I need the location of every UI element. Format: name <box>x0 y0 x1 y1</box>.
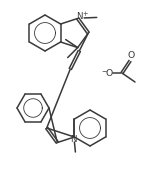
Text: −: − <box>101 69 107 75</box>
Text: O: O <box>105 68 113 77</box>
Text: O: O <box>127 52 135 60</box>
Text: +: + <box>82 11 88 17</box>
Text: N: N <box>76 12 83 21</box>
Text: N: N <box>70 134 77 144</box>
